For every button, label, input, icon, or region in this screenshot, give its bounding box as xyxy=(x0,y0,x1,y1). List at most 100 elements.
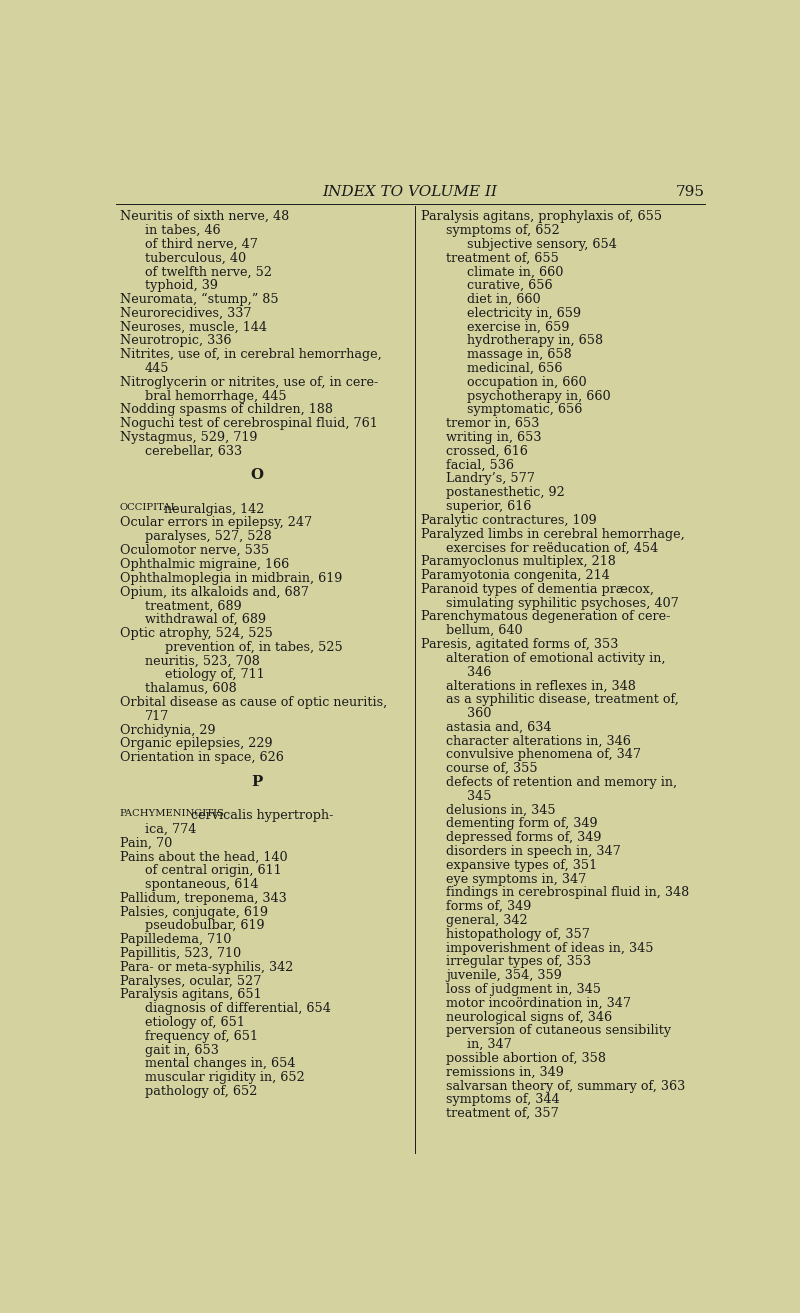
Text: convulsive phenomena of, 347: convulsive phenomena of, 347 xyxy=(446,748,641,762)
Text: P: P xyxy=(251,775,262,789)
Text: superior, 616: superior, 616 xyxy=(446,500,531,513)
Text: Paranoid types of dementia præcox,: Paranoid types of dementia præcox, xyxy=(421,583,654,596)
Text: frequency of, 651: frequency of, 651 xyxy=(145,1029,258,1043)
Text: of third nerve, 47: of third nerve, 47 xyxy=(145,238,258,251)
Text: dementing form of, 349: dementing form of, 349 xyxy=(446,818,598,830)
Text: occupation in, 660: occupation in, 660 xyxy=(467,376,586,389)
Text: cerebellar, 633: cerebellar, 633 xyxy=(145,445,242,458)
Text: disorders in speech in, 347: disorders in speech in, 347 xyxy=(446,846,621,857)
Text: spontaneous, 614: spontaneous, 614 xyxy=(145,878,258,892)
Text: Neuromata, “stump,” 85: Neuromata, “stump,” 85 xyxy=(120,293,278,306)
Text: treatment of, 357: treatment of, 357 xyxy=(446,1107,558,1120)
Text: histopathology of, 357: histopathology of, 357 xyxy=(446,928,590,940)
Text: in tabes, 46: in tabes, 46 xyxy=(145,225,220,236)
Text: treatment, 689: treatment, 689 xyxy=(145,599,242,612)
Text: Para- or meta-syphilis, 342: Para- or meta-syphilis, 342 xyxy=(120,961,294,974)
Text: Paralytic contractures, 109: Paralytic contractures, 109 xyxy=(421,513,597,527)
Text: curative, 656: curative, 656 xyxy=(467,280,553,291)
Text: Organic epilepsies, 229: Organic epilepsies, 229 xyxy=(120,738,273,750)
Text: Nitroglycerin or nitrites, use of, in cere-: Nitroglycerin or nitrites, use of, in ce… xyxy=(120,376,378,389)
Text: INDEX TO VOLUME II: INDEX TO VOLUME II xyxy=(322,185,498,200)
Text: postanesthetic, 92: postanesthetic, 92 xyxy=(446,486,565,499)
Text: mental changes in, 654: mental changes in, 654 xyxy=(145,1057,295,1070)
Text: possible abortion of, 358: possible abortion of, 358 xyxy=(446,1052,606,1065)
Text: as a syphilitic disease, treatment of,: as a syphilitic disease, treatment of, xyxy=(446,693,679,706)
Text: withdrawal of, 689: withdrawal of, 689 xyxy=(145,613,266,626)
Text: tremor in, 653: tremor in, 653 xyxy=(446,418,539,431)
Text: tuberculous, 40: tuberculous, 40 xyxy=(145,252,246,264)
Text: Neuritis of sixth nerve, 48: Neuritis of sixth nerve, 48 xyxy=(120,210,289,223)
Text: Pain, 70: Pain, 70 xyxy=(120,836,172,850)
Text: pseudobulbar, 619: pseudobulbar, 619 xyxy=(145,919,264,932)
Text: of central origin, 611: of central origin, 611 xyxy=(145,864,282,877)
Text: delusions in, 345: delusions in, 345 xyxy=(446,804,555,817)
Text: in, 347: in, 347 xyxy=(467,1039,512,1052)
Text: Paramyotonia congenita, 214: Paramyotonia congenita, 214 xyxy=(421,569,610,582)
Text: Papillitis, 523, 710: Papillitis, 523, 710 xyxy=(120,947,241,960)
Text: 345: 345 xyxy=(467,789,491,802)
Text: Landry’s, 577: Landry’s, 577 xyxy=(446,473,535,486)
Text: bral hemorrhage, 445: bral hemorrhage, 445 xyxy=(145,390,286,403)
Text: astasia and, 634: astasia and, 634 xyxy=(446,721,551,734)
Text: Paralysis agitans, 651: Paralysis agitans, 651 xyxy=(120,989,262,1002)
Text: Ocular errors in epilepsy, 247: Ocular errors in epilepsy, 247 xyxy=(120,516,312,529)
Text: Nystagmus, 529, 719: Nystagmus, 529, 719 xyxy=(120,431,258,444)
Text: Nitrites, use of, in cerebral hemorrhage,: Nitrites, use of, in cerebral hemorrhage… xyxy=(120,348,382,361)
Text: Nodding spasms of children, 188: Nodding spasms of children, 188 xyxy=(120,403,333,416)
Text: eye symptoms in, 347: eye symptoms in, 347 xyxy=(446,873,586,885)
Text: Noguchi test of cerebrospinal fluid, 761: Noguchi test of cerebrospinal fluid, 761 xyxy=(120,418,378,431)
Text: motor incoördination in, 347: motor incoördination in, 347 xyxy=(446,997,631,1010)
Text: facial, 536: facial, 536 xyxy=(446,458,514,471)
Text: medicinal, 656: medicinal, 656 xyxy=(467,362,562,376)
Text: loss of judgment in, 345: loss of judgment in, 345 xyxy=(446,983,601,997)
Text: Paramyoclonus multiplex, 218: Paramyoclonus multiplex, 218 xyxy=(421,555,616,569)
Text: thalamus, 608: thalamus, 608 xyxy=(145,681,236,695)
Text: defects of retention and memory in,: defects of retention and memory in, xyxy=(446,776,677,789)
Text: forms of, 349: forms of, 349 xyxy=(446,901,531,913)
Text: paralyses, 527, 528: paralyses, 527, 528 xyxy=(145,530,271,544)
Text: Parenchymatous degeneration of cere-: Parenchymatous degeneration of cere- xyxy=(421,611,670,624)
Text: etiology of, 651: etiology of, 651 xyxy=(145,1016,245,1029)
Text: Oculomotor nerve, 535: Oculomotor nerve, 535 xyxy=(120,544,269,557)
Text: electricity in, 659: electricity in, 659 xyxy=(467,307,581,320)
Text: O: O xyxy=(250,469,263,482)
Text: perversion of cutaneous sensibility: perversion of cutaneous sensibility xyxy=(446,1024,671,1037)
Text: Neuroses, muscle, 144: Neuroses, muscle, 144 xyxy=(120,320,267,334)
Text: pathology of, 652: pathology of, 652 xyxy=(145,1085,257,1098)
Text: alteration of emotional activity in,: alteration of emotional activity in, xyxy=(446,651,666,664)
Text: Orientation in space, 626: Orientation in space, 626 xyxy=(120,751,284,764)
Text: course of, 355: course of, 355 xyxy=(446,762,538,775)
Text: Paralyzed limbs in cerebral hemorrhage,: Paralyzed limbs in cerebral hemorrhage, xyxy=(421,528,685,541)
Text: OCCIPITAL: OCCIPITAL xyxy=(120,503,178,512)
Text: Neurorecidives, 337: Neurorecidives, 337 xyxy=(120,307,251,320)
Text: symptoms of, 652: symptoms of, 652 xyxy=(446,225,560,236)
Text: salvarsan theory of, summary of, 363: salvarsan theory of, summary of, 363 xyxy=(446,1079,686,1092)
Text: ica, 774: ica, 774 xyxy=(145,823,196,836)
Text: Optic atrophy, 524, 525: Optic atrophy, 524, 525 xyxy=(120,626,273,639)
Text: muscular rigidity in, 652: muscular rigidity in, 652 xyxy=(145,1071,304,1085)
Text: Orchidynia, 29: Orchidynia, 29 xyxy=(120,723,215,737)
Text: remissions in, 349: remissions in, 349 xyxy=(446,1066,564,1079)
Text: Paralyses, ocular, 527: Paralyses, ocular, 527 xyxy=(120,974,262,987)
Text: bellum, 640: bellum, 640 xyxy=(446,624,522,637)
Text: treatment of, 655: treatment of, 655 xyxy=(446,252,559,264)
Text: 717: 717 xyxy=(145,710,169,722)
Text: neuritis, 523, 708: neuritis, 523, 708 xyxy=(145,654,259,667)
Text: alterations in reflexes in, 348: alterations in reflexes in, 348 xyxy=(446,679,636,692)
Text: exercise in, 659: exercise in, 659 xyxy=(467,320,570,334)
Text: exercises for reëducation of, 454: exercises for reëducation of, 454 xyxy=(446,541,658,554)
Text: of twelfth nerve, 52: of twelfth nerve, 52 xyxy=(145,265,272,278)
Text: neurological signs of, 346: neurological signs of, 346 xyxy=(446,1011,612,1024)
Text: subjective sensory, 654: subjective sensory, 654 xyxy=(467,238,617,251)
Text: prevention of, in tabes, 525: prevention of, in tabes, 525 xyxy=(165,641,343,654)
Text: Paresis, agitated forms of, 353: Paresis, agitated forms of, 353 xyxy=(421,638,618,651)
Text: irregular types of, 353: irregular types of, 353 xyxy=(446,956,591,969)
Text: writing in, 653: writing in, 653 xyxy=(446,431,542,444)
Text: 360: 360 xyxy=(467,706,491,720)
Text: diet in, 660: diet in, 660 xyxy=(467,293,541,306)
Text: depressed forms of, 349: depressed forms of, 349 xyxy=(446,831,602,844)
Text: Ophthalmoplegia in midbrain, 619: Ophthalmoplegia in midbrain, 619 xyxy=(120,571,342,584)
Text: Palsies, conjugate, 619: Palsies, conjugate, 619 xyxy=(120,906,268,919)
Text: 795: 795 xyxy=(675,185,705,200)
Text: juvenile, 354, 359: juvenile, 354, 359 xyxy=(446,969,562,982)
